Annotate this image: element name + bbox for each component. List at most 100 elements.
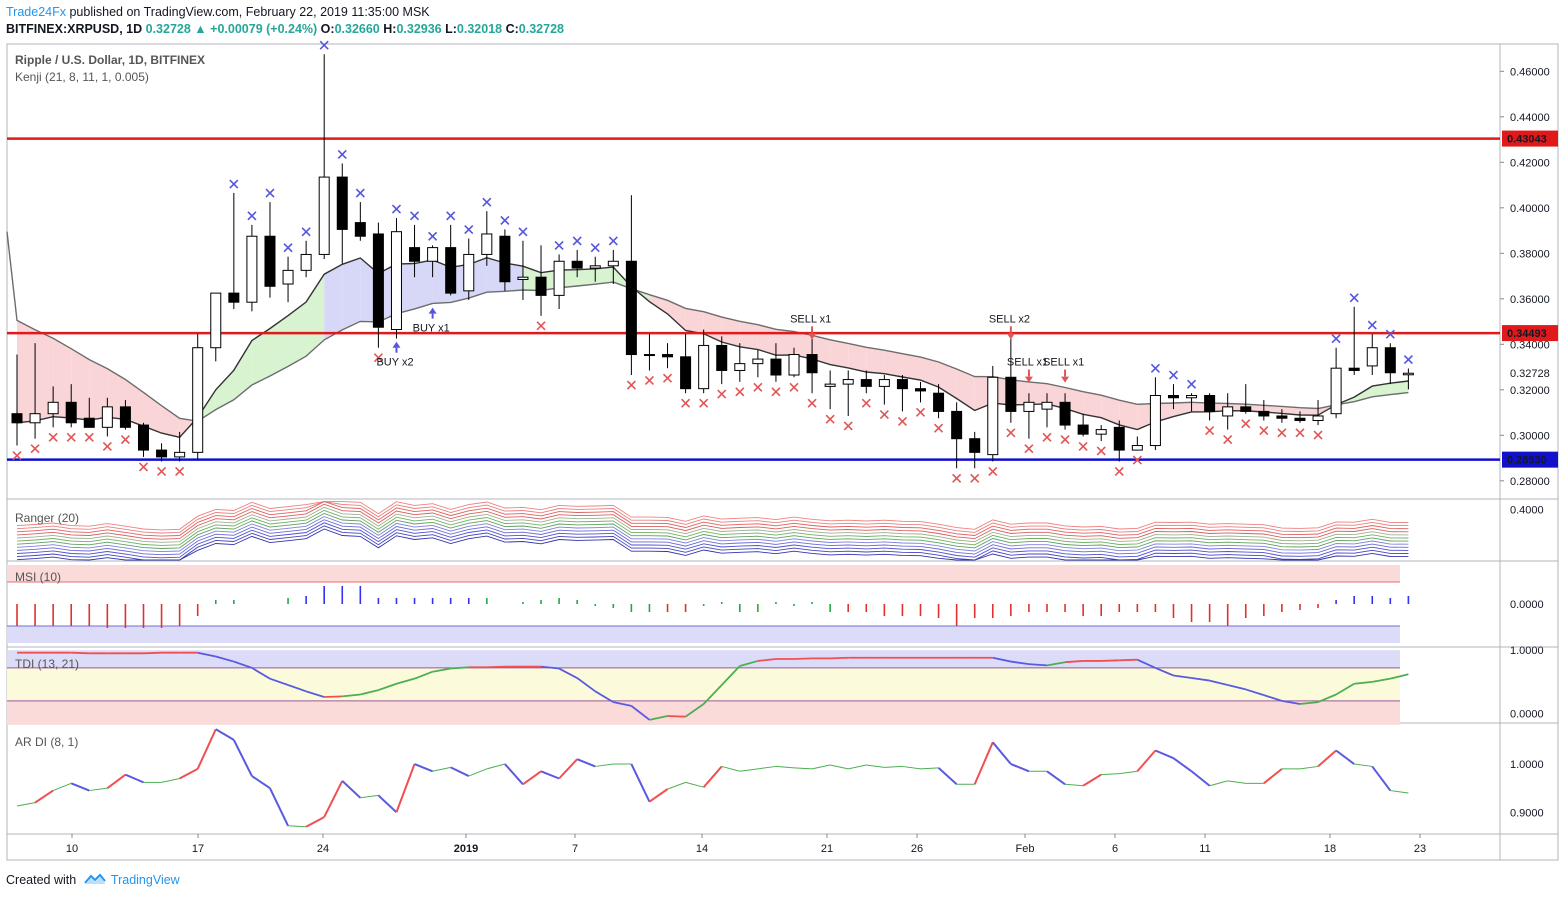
tdi-line-segment bbox=[143, 651, 162, 655]
kenji-cloud-segment bbox=[324, 264, 343, 340]
last-price-axis-label: 0.32728 bbox=[1510, 368, 1550, 380]
ardi-line-segment bbox=[540, 770, 560, 780]
msi-upper-zone bbox=[7, 565, 1400, 582]
time-tick-label: Feb bbox=[1016, 843, 1035, 855]
ardi-line-segment bbox=[179, 767, 199, 780]
candle-down bbox=[806, 354, 818, 374]
cross-stroke bbox=[1168, 370, 1179, 380]
tdi-line-segment bbox=[667, 715, 686, 718]
cross-stroke bbox=[789, 382, 799, 392]
price-tick-label: 0.40000 bbox=[1510, 203, 1550, 215]
ohlc-o-label: O: bbox=[320, 22, 335, 36]
candle-up bbox=[607, 260, 619, 267]
candle-down bbox=[1276, 415, 1288, 419]
ardi-line-segment bbox=[757, 765, 777, 770]
tdi-line-segment bbox=[378, 682, 397, 691]
cross-stroke bbox=[1385, 329, 1395, 339]
ardi-line-segment bbox=[395, 763, 416, 813]
cross-stroke bbox=[138, 462, 149, 472]
cross-stroke bbox=[771, 387, 781, 397]
kenji-cloud-segment bbox=[215, 370, 234, 410]
ardi-line-segment bbox=[576, 758, 596, 768]
candle-up bbox=[824, 383, 836, 387]
ardi-line-segment bbox=[34, 789, 54, 804]
ardi-line-segment bbox=[1190, 770, 1211, 787]
buy-cross-marker bbox=[319, 40, 329, 50]
ardi-line-segment bbox=[884, 765, 903, 768]
cross-stroke bbox=[843, 421, 853, 431]
buy-cross-marker bbox=[391, 204, 402, 214]
tdi-tick-label: 0.0000 bbox=[1510, 709, 1544, 721]
tdi-line-segment bbox=[1354, 680, 1373, 685]
tdi-line-segment bbox=[721, 665, 741, 686]
buy-arrow-icon bbox=[428, 307, 437, 314]
ardi-line-segment bbox=[775, 765, 795, 769]
sell-cross-marker bbox=[915, 407, 926, 417]
sell-cross-marker bbox=[897, 416, 907, 426]
cross-stroke bbox=[970, 473, 980, 483]
cross-stroke bbox=[1114, 466, 1124, 477]
candle-down bbox=[119, 406, 131, 428]
publisher-link[interactable]: Trade24Fx bbox=[6, 5, 66, 19]
cross-stroke bbox=[735, 387, 745, 397]
kenji-cloud-segment bbox=[306, 274, 325, 357]
candle-down bbox=[896, 379, 908, 390]
candle-down bbox=[409, 247, 421, 262]
tdi-line-segment bbox=[233, 660, 253, 669]
cross-stroke bbox=[753, 382, 763, 392]
candle-down bbox=[535, 276, 547, 296]
sell-cross-marker bbox=[970, 473, 980, 483]
cross-stroke bbox=[1277, 428, 1287, 438]
time-tick-label: 24 bbox=[317, 843, 329, 855]
published-text: published on TradingView.com, February 2… bbox=[69, 5, 430, 19]
cross-stroke bbox=[1006, 428, 1016, 438]
tdi-line-segment bbox=[1191, 677, 1210, 682]
ardi-line-segment bbox=[558, 758, 578, 780]
time-tick-label: 14 bbox=[696, 843, 708, 855]
ardi-line-segment bbox=[1317, 749, 1337, 768]
tdi-line-segment bbox=[558, 667, 578, 679]
ranger-band-line bbox=[16, 501, 1409, 534]
cross-stroke bbox=[1241, 419, 1251, 429]
candle-down bbox=[1005, 376, 1017, 412]
candle-up bbox=[788, 354, 800, 376]
kenji-cloud-segment bbox=[53, 338, 72, 419]
cross-stroke bbox=[825, 414, 835, 424]
ranger-band-line bbox=[16, 503, 1409, 540]
price-tick-label: 0.38000 bbox=[1510, 248, 1550, 260]
buy-cross-marker bbox=[554, 240, 564, 251]
ardi-line-segment bbox=[522, 770, 542, 786]
ardi-line-segment bbox=[702, 765, 723, 788]
ardi-line-segment bbox=[1082, 773, 1102, 787]
ardi-line-segment bbox=[848, 764, 867, 770]
cross-stroke bbox=[1024, 444, 1034, 454]
sell-cross-marker bbox=[175, 466, 185, 477]
tdi-line-segment bbox=[1028, 663, 1048, 667]
tradingview-link[interactable]: TradingView bbox=[110, 873, 180, 887]
sell-cross-marker bbox=[807, 398, 817, 408]
price-tick-label: 0.36000 bbox=[1510, 294, 1550, 306]
candle-down bbox=[860, 379, 872, 387]
ohlc-low: 0.32018 bbox=[456, 22, 503, 36]
ardi-tick-label: 0.9000 bbox=[1510, 807, 1544, 819]
buy-cross-marker bbox=[265, 188, 275, 198]
kenji-cloud-segment bbox=[848, 343, 867, 373]
cross-stroke bbox=[879, 410, 889, 420]
kenji-cloud-segment bbox=[884, 350, 903, 378]
tdi-line-segment bbox=[1227, 684, 1246, 691]
candle-down bbox=[915, 388, 926, 392]
sell-arrow-icon bbox=[808, 333, 817, 340]
cross-stroke bbox=[391, 204, 402, 214]
ardi-line-segment bbox=[992, 741, 1012, 765]
candle-down bbox=[1204, 394, 1216, 412]
sell-cross-marker bbox=[699, 398, 709, 408]
ardi-line-segment bbox=[973, 741, 994, 785]
sell-cross-marker bbox=[1024, 444, 1034, 454]
candle-down bbox=[1240, 406, 1252, 412]
ardi-line-segment bbox=[866, 764, 885, 768]
kenji-cloud-segment bbox=[703, 311, 722, 342]
candle-up bbox=[174, 451, 186, 458]
kenji-cloud-segment bbox=[595, 267, 614, 285]
signal-label-3: SELL x2 bbox=[989, 313, 1030, 325]
